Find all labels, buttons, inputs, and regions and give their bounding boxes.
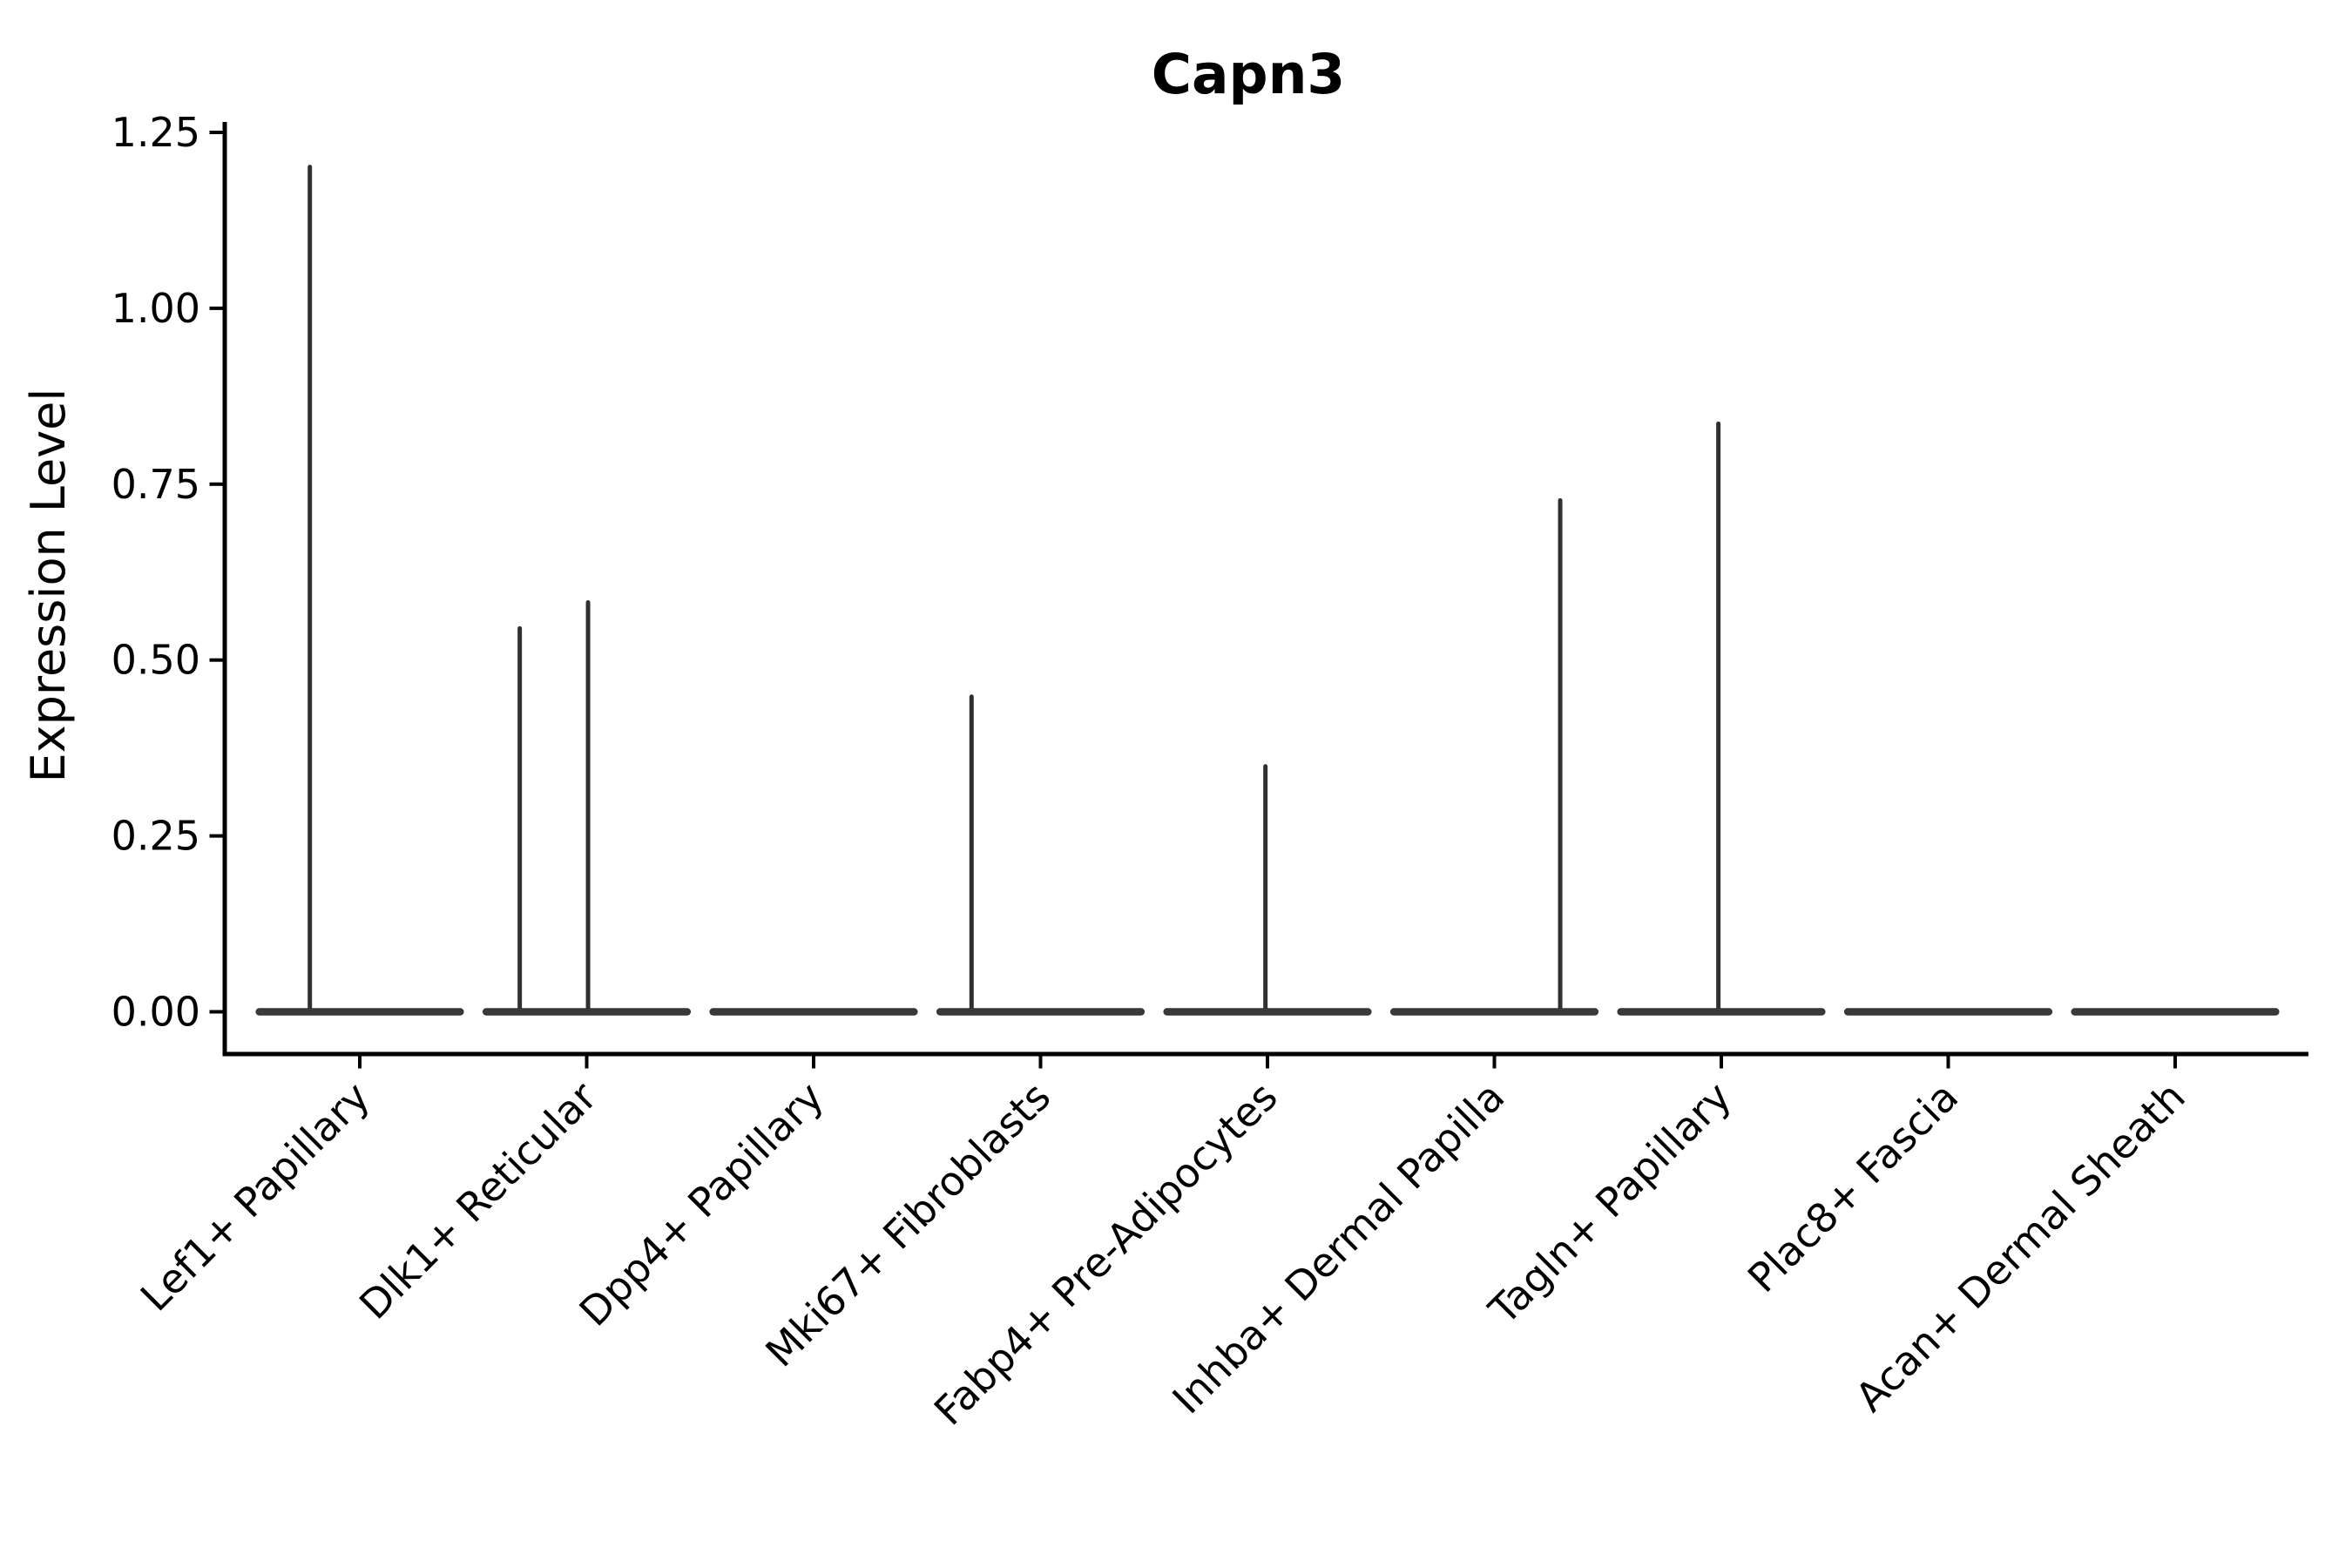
x-tick-label: Dpp4+ Papillary (571, 1073, 833, 1335)
x-tick-label: Lef1+ Papillary (132, 1073, 379, 1321)
violin-body (1617, 1008, 1826, 1016)
y-tick-label: 0.75 (112, 461, 200, 508)
y-axis-label: Expression Level (21, 389, 76, 783)
x-tick (2173, 1055, 2177, 1069)
violin-body (1163, 1008, 1372, 1016)
x-tick (1266, 1055, 1269, 1069)
y-tick (209, 482, 223, 486)
left-spine (222, 122, 227, 1057)
x-tick-label: Plac8+ Fascia (1739, 1073, 1967, 1301)
x-tick (585, 1055, 589, 1069)
violin-layer (255, 165, 2280, 1016)
y-tick (209, 834, 223, 838)
y-tick (209, 658, 223, 662)
violin-body (2071, 1008, 2280, 1016)
y-tick-label: 0.25 (112, 813, 200, 860)
y-tick-label: 1.00 (112, 285, 200, 332)
violin-body (255, 1008, 464, 1016)
x-tick (812, 1055, 815, 1069)
x-tick (1038, 1055, 1043, 1069)
x-tick-label: Tagln+ Papillary (1479, 1073, 1740, 1335)
x-tick (358, 1055, 362, 1069)
x-tick (1946, 1055, 1950, 1069)
violin-body (1389, 1008, 1599, 1016)
bottom-spine (222, 1051, 2308, 1057)
y-tick (209, 306, 223, 310)
x-tick (1492, 1055, 1497, 1069)
violin-body (936, 1008, 1146, 1016)
violin-body (1843, 1008, 2053, 1016)
chart-title: Capn3 (1152, 43, 1346, 106)
x-tick-label: Dlk1+ Reticular (350, 1073, 605, 1328)
y-tick-label: 1.25 (112, 109, 200, 156)
violin-body (482, 1008, 692, 1016)
x-tick (1720, 1055, 1723, 1069)
y-tick (209, 1010, 223, 1014)
y-tick-label: 0.00 (112, 989, 200, 1036)
y-tick-label: 0.50 (112, 637, 200, 684)
y-tick (209, 131, 223, 134)
violin-body (709, 1008, 918, 1016)
